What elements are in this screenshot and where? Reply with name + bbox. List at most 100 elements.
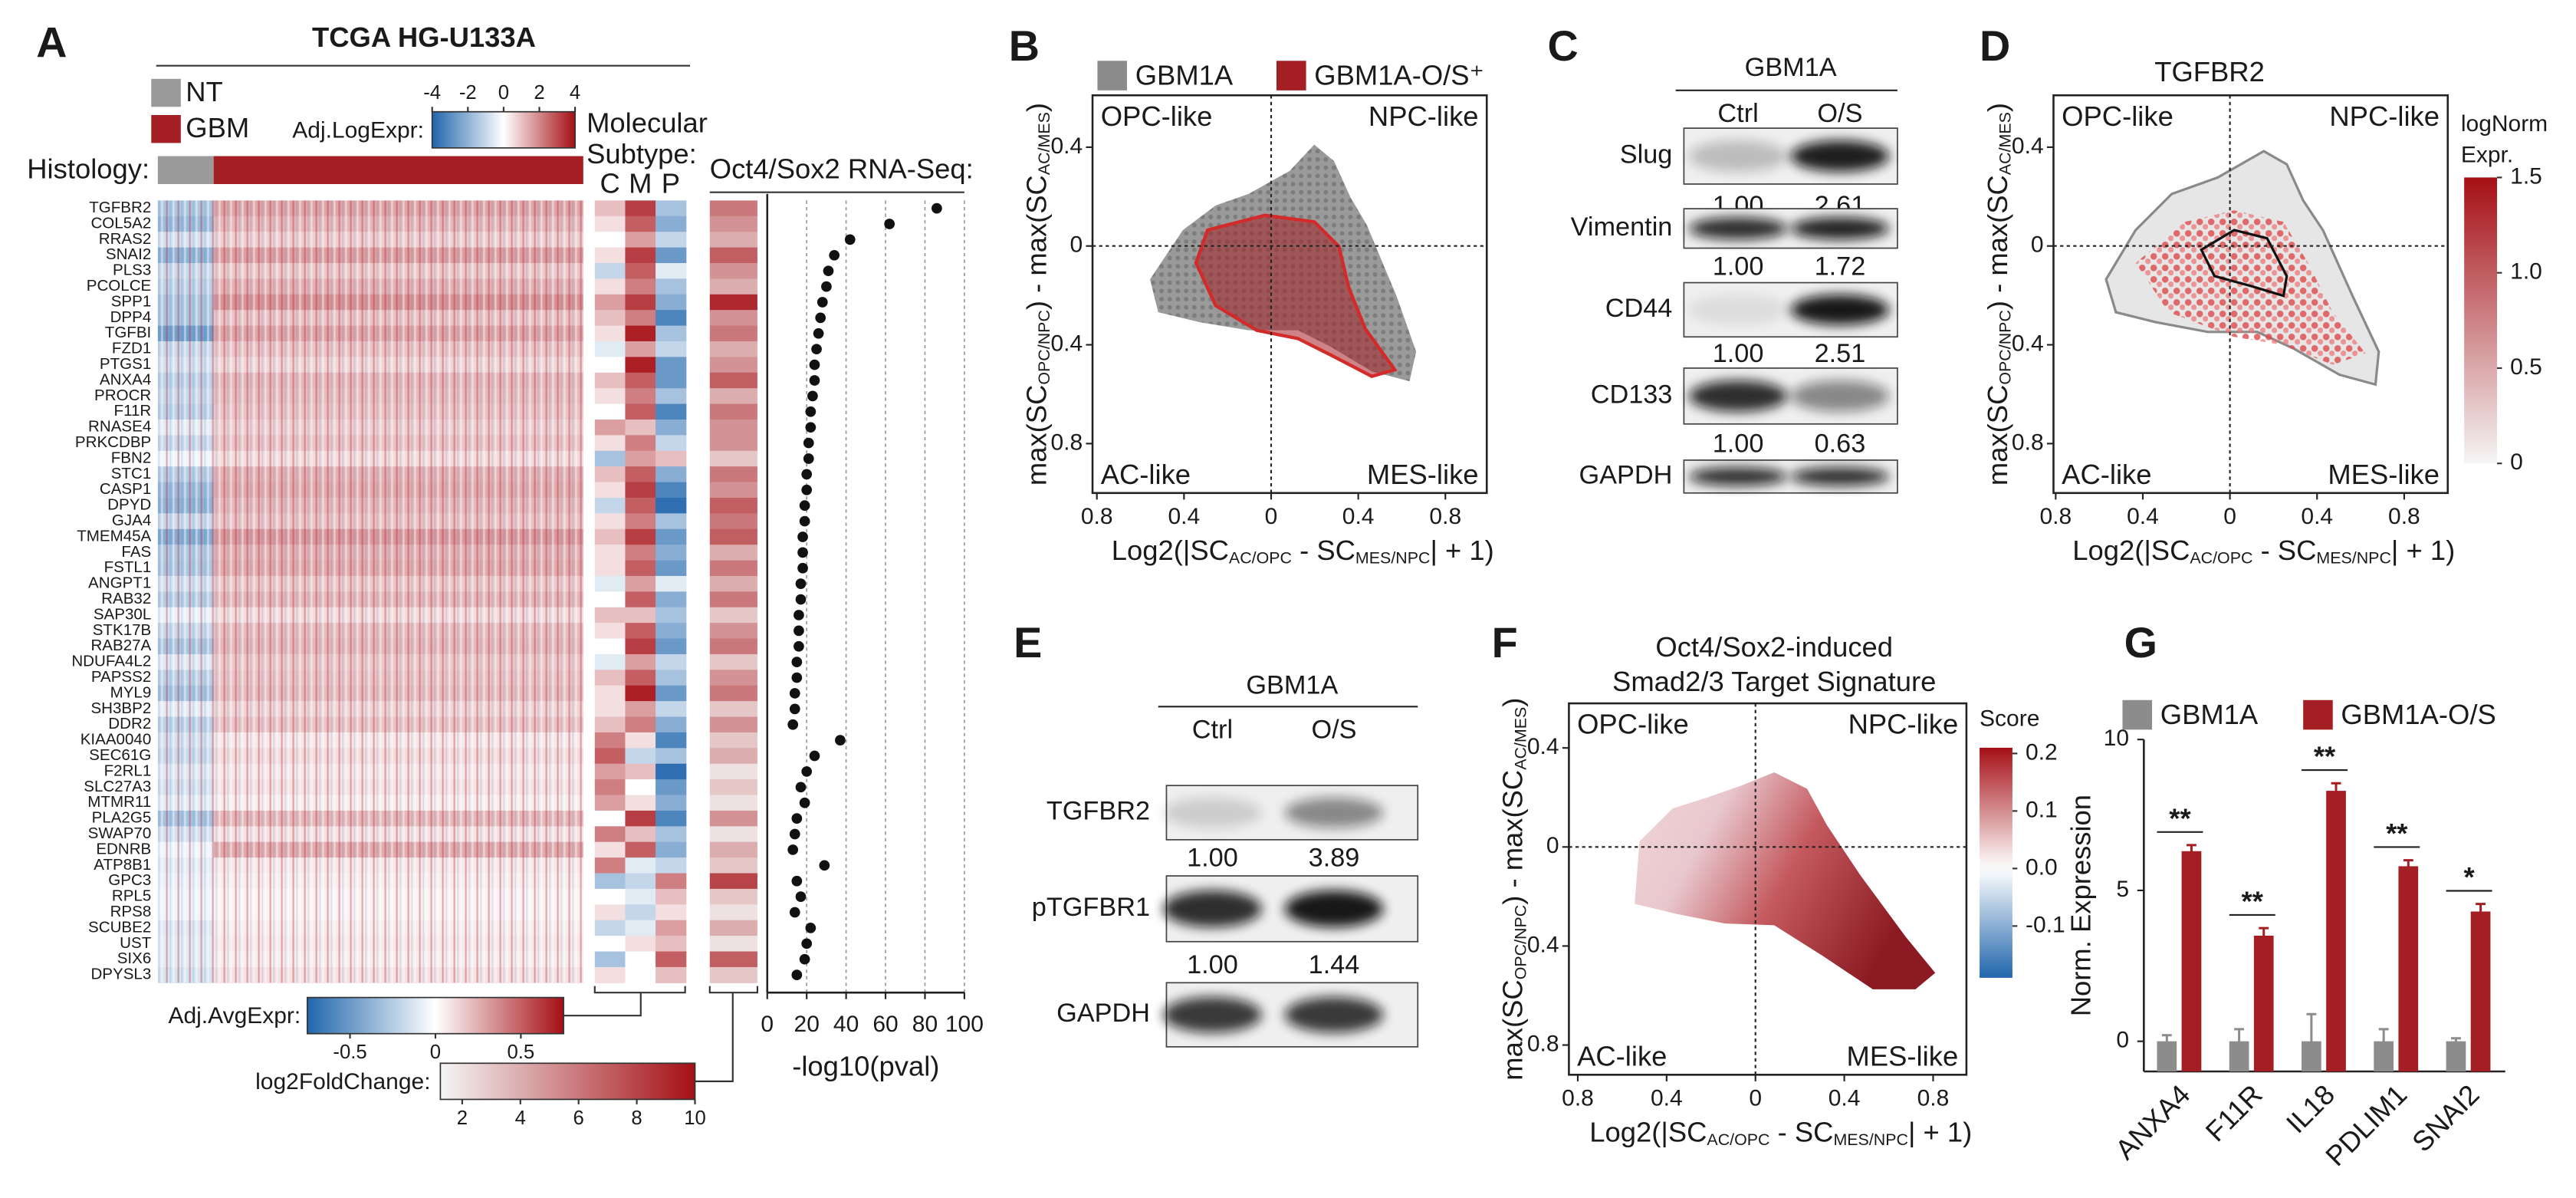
heatmap-cell: [625, 528, 656, 545]
heatmap-cell: [656, 545, 687, 561]
blot-band: [1790, 467, 1890, 486]
plot-frame: [1091, 94, 1488, 495]
axis-label-part: MES/NPC: [1355, 548, 1431, 567]
heatmap-cell: [594, 497, 626, 515]
significance: **: [2314, 741, 2336, 772]
colorbar-tick-label: 0.1: [2026, 797, 2058, 822]
heatmap-cell: [709, 591, 757, 608]
axis-label-part: AC/MES: [1996, 112, 2014, 175]
dot: [801, 469, 813, 480]
significance: **: [2386, 818, 2408, 849]
cell-cloud: [2200, 229, 2288, 298]
colorbar-tick-label: -4: [423, 82, 441, 104]
bar: [2470, 911, 2491, 1072]
heatmap-cell: [709, 528, 757, 545]
heatmap-cell: [625, 310, 656, 327]
panel-label: E: [1014, 619, 1042, 666]
heatmap-cell: [656, 826, 687, 843]
heatmap-cell: [594, 607, 626, 624]
gene-label: RAB27A: [90, 637, 151, 654]
significance: **: [2242, 886, 2264, 917]
heatmap-cell: [625, 841, 656, 858]
heatmap-cell: [594, 936, 626, 953]
panel-label: A: [36, 19, 67, 67]
x-tick-label: 0.4: [2127, 504, 2159, 529]
blot-quant: 1.72: [1815, 252, 1866, 281]
heatmap-cell: [656, 528, 687, 545]
heatmap-cell: [625, 748, 656, 765]
gene-label: PLA2G5: [92, 809, 152, 827]
heatmap-cell: [625, 716, 656, 733]
heatmap-cell: [625, 607, 656, 624]
axis-label-part: OPC/NPC: [1996, 310, 2014, 385]
x-tick-label: 0: [1749, 1085, 1762, 1111]
axis-label-part: Log2(|SC: [1589, 1116, 1707, 1147]
heatmap-cell: [594, 560, 626, 577]
gene-label: PRKCDBP: [75, 433, 151, 451]
dot: [791, 969, 803, 980]
x-tick-label: 0: [2223, 504, 2236, 529]
heatmap-cell: [594, 591, 626, 608]
heatmap-cell: [656, 435, 687, 452]
heatmap-cell: [625, 795, 656, 811]
dot: [803, 453, 814, 464]
x-tick-label: 80: [912, 1012, 938, 1037]
legend-label: GBM1A: [1135, 59, 1234, 91]
heatmap-cell: [625, 638, 656, 655]
gene-label: UST: [120, 934, 152, 952]
colorbar-tick-label: 0: [498, 82, 509, 104]
heatmap-cell: [625, 341, 656, 358]
heatmap-cell: [709, 341, 757, 358]
gene-label: DPYSL3: [90, 966, 151, 983]
heatmap-cell: [709, 857, 757, 874]
heatmap-cell: [656, 748, 687, 765]
histology-bar: [213, 156, 583, 184]
x-tick-label: 0.8: [2039, 504, 2072, 529]
bar: [2398, 866, 2419, 1072]
colorbar-tick-label: 1.0: [2510, 259, 2542, 285]
gene-label: DPP4: [110, 308, 152, 326]
heatmap-cell: [594, 325, 626, 342]
heatmap-cell: [656, 951, 687, 968]
heatmap-cell: [709, 247, 757, 264]
gene-label: SWAP70: [88, 824, 152, 842]
heatmap-cell: [656, 216, 687, 232]
heatmap-cell: [709, 200, 757, 217]
heatmap-cell: [625, 372, 656, 389]
heatmap-cell: [656, 904, 687, 921]
heatmap-cell: [709, 482, 757, 499]
x-tick-label: SNAI2: [2406, 1078, 2485, 1157]
heatmap-cell: [656, 670, 687, 686]
heatmap-cell: [709, 325, 757, 342]
heatmap-cell: [656, 701, 687, 718]
gene-label: COL5A2: [90, 214, 151, 232]
y-axis-label: Norm. Expression: [2065, 795, 2097, 1016]
error-bar: [2451, 1037, 2461, 1045]
quadrant-label: NPC-like: [1368, 100, 1479, 132]
bar: [2253, 935, 2274, 1072]
dot: [799, 953, 810, 965]
heatmap-cell: [656, 262, 687, 280]
heatmap-cell: [625, 888, 656, 905]
axis-label-part: AC/MES: [1035, 112, 1053, 175]
quadrant-label: NPC-like: [1848, 709, 1959, 740]
colorbar-tick-label: 4: [570, 82, 580, 104]
title: logNorm: [2461, 111, 2548, 137]
blot-row-label: GAPDH: [1056, 999, 1150, 1028]
error-bar: [2187, 844, 2196, 857]
gene-label: SLC27A3: [84, 778, 151, 795]
gene-label: PLS3: [113, 262, 151, 279]
heatmap-cell: [594, 294, 626, 311]
dot: [797, 547, 808, 558]
heatmap-cell: [709, 670, 757, 686]
x-tick-label: 0: [761, 1012, 774, 1037]
heatmap-cell: [656, 779, 687, 796]
colorbar: [2464, 177, 2497, 464]
cell-cloud: [1635, 772, 1936, 989]
error-bar: [2403, 859, 2413, 873]
blot-quant: 1.00: [1187, 844, 1238, 873]
blot-quant: 1.00: [1713, 252, 1764, 281]
heatmap-cell: [656, 232, 687, 248]
axis-label-part: | + 1): [2391, 535, 2455, 566]
heatmap-cell: [594, 841, 626, 858]
